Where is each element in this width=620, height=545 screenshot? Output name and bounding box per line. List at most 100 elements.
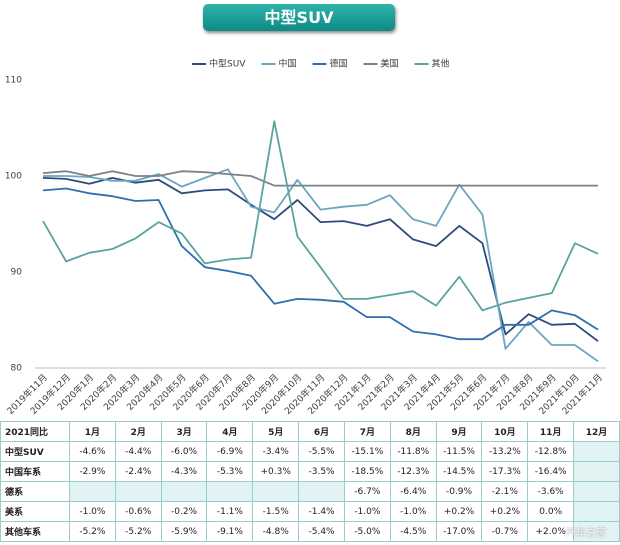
table-header-cell: 11月 bbox=[527, 421, 575, 442]
y-tick-label: 90 bbox=[11, 268, 23, 278]
table-header-cell: 2021同比 bbox=[0, 421, 70, 442]
table-cell: -3.4% bbox=[252, 441, 300, 462]
table-header-cell: 9月 bbox=[435, 421, 483, 442]
table-cell bbox=[206, 481, 254, 502]
table-cell: -14.5% bbox=[435, 461, 483, 482]
y-tick-label: 100 bbox=[5, 172, 22, 182]
series-line bbox=[42, 120, 599, 312]
table-cell: 德系 bbox=[0, 481, 70, 502]
table-cell: 中型SUV bbox=[0, 441, 70, 462]
table-cell: -5.9% bbox=[160, 521, 208, 542]
table-header-cell: 6月 bbox=[298, 421, 345, 442]
table-row: 2021同比 1月 2月 3月 4月 5月 6月 7月 8月 9月 10月 11月 12月 bbox=[0, 421, 620, 442]
table-cell: -11.8% bbox=[389, 441, 437, 462]
series-line bbox=[42, 177, 599, 342]
table-cell bbox=[573, 441, 620, 462]
table-cell: -1.4% bbox=[298, 501, 345, 522]
table-cell: -3.6% bbox=[527, 481, 575, 502]
table-cell: -1.0% bbox=[389, 501, 437, 522]
table-cell: -5.3% bbox=[206, 461, 254, 482]
table-cell bbox=[160, 481, 208, 502]
chart: 80901001102019年11月2019年12月2020年1月2020年2月… bbox=[4, 58, 606, 417]
table-cell bbox=[573, 501, 620, 522]
table-header-cell: 5月 bbox=[252, 421, 300, 442]
table-header-cell: 12月 bbox=[573, 421, 620, 442]
table-cell: -5.2% bbox=[114, 521, 162, 542]
table-cell bbox=[573, 481, 620, 502]
table-cell: -6.7% bbox=[343, 481, 391, 502]
table-cell: -2.1% bbox=[481, 481, 529, 502]
table-cell: -3.5% bbox=[298, 461, 345, 482]
table-cell: -16.4% bbox=[527, 461, 575, 482]
table-cell: 0.0% bbox=[527, 501, 575, 522]
watermark: 汽车之家 bbox=[566, 528, 606, 539]
table-cell: -2.9% bbox=[69, 461, 116, 482]
table-row: 其他车系 -5.2% -5.2% -5.9% -9.1% -4.8% -5.4% -5.0% -… bbox=[0, 521, 620, 542]
table-header-cell: 2月 bbox=[114, 421, 162, 442]
table-cell: -6.0% bbox=[160, 441, 208, 462]
y-tick-label: 80 bbox=[11, 364, 23, 374]
table-cell: -17.0% bbox=[435, 521, 483, 542]
table-cell: 美系 bbox=[0, 501, 70, 522]
series-line bbox=[42, 170, 598, 187]
table-cell bbox=[573, 521, 620, 542]
table-cell: -5.5% bbox=[298, 441, 345, 462]
table-cell: -15.1% bbox=[343, 441, 391, 462]
table-header-cell: 4月 bbox=[206, 421, 254, 442]
table-cell: -4.4% bbox=[114, 441, 162, 462]
x-tick-label: 2019年11月 bbox=[4, 371, 50, 417]
table-row: 美系 -1.0% -0.6% -0.2% -1.1% -1.5% -1.4% -1.0% -1.… bbox=[0, 501, 620, 522]
table-cell: -1.5% bbox=[252, 501, 300, 522]
table-cell: 中国车系 bbox=[0, 461, 70, 482]
table-cell: -9.1% bbox=[206, 521, 254, 542]
table-row: 中型SUV -4.6% -4.4% -6.0% -6.9% -3.4% -5.5% -15.1… bbox=[0, 441, 620, 462]
table-cell: -12.8% bbox=[527, 441, 575, 462]
table-cell: -4.5% bbox=[389, 521, 437, 542]
legend-label: 中国 bbox=[278, 58, 296, 70]
table-cell: -2.4% bbox=[114, 461, 162, 482]
table-header-cell: 1月 bbox=[69, 421, 116, 442]
table-cell: -5.2% bbox=[69, 521, 116, 542]
series-line bbox=[43, 168, 599, 363]
table-cell: -11.5% bbox=[435, 441, 483, 462]
table-cell: -1.0% bbox=[343, 501, 391, 522]
table-cell bbox=[298, 481, 345, 502]
table-cell: -6.9% bbox=[206, 441, 254, 462]
legend-label: 其他 bbox=[432, 58, 450, 70]
table-cell bbox=[69, 481, 116, 502]
table-row: 中国车系 -2.9% -2.4% -4.3% -5.3% +0.3% -3.5% -18.5%… bbox=[0, 461, 620, 482]
chart-title: 中型SUV bbox=[203, 4, 395, 31]
table-cell: +0.3% bbox=[252, 461, 300, 482]
table-cell: +0.2% bbox=[481, 501, 529, 522]
table-row: 德系 -6.7% -6.4% -0.9% -2.1% -3.6% bbox=[0, 481, 620, 502]
table-header-cell: 3月 bbox=[160, 421, 208, 442]
table-cell: -0.6% bbox=[114, 501, 162, 522]
table-cell bbox=[252, 481, 300, 502]
series-line bbox=[42, 187, 599, 341]
table-cell: +0.2% bbox=[435, 501, 483, 522]
table-header-cell: 8月 bbox=[389, 421, 437, 442]
table-cell: +2.0% bbox=[527, 521, 575, 542]
table-cell bbox=[114, 481, 162, 502]
table-cell: -18.5% bbox=[343, 461, 391, 482]
table-cell: -13.2% bbox=[481, 441, 529, 462]
legend-label: 德国 bbox=[329, 58, 347, 70]
table-cell bbox=[573, 461, 620, 482]
table-cell: -0.2% bbox=[160, 501, 208, 522]
legend-label: 美国 bbox=[381, 58, 399, 70]
y-tick-label: 110 bbox=[5, 76, 22, 86]
table-cell: -5.4% bbox=[298, 521, 345, 542]
table-cell: 其他车系 bbox=[0, 521, 70, 542]
yoy-table: 2021同比 1月 2月 3月 4月 5月 6月 7月 8月 9月 10月 11月 12月 中型SUV -4… bbox=[0, 421, 620, 542]
table-cell: -0.9% bbox=[435, 481, 483, 502]
table-header-cell: 10月 bbox=[481, 421, 529, 442]
legend-label: 中型SUV bbox=[209, 58, 246, 70]
table-cell: -4.8% bbox=[252, 521, 300, 542]
table-cell: -4.3% bbox=[160, 461, 208, 482]
table-header-cell: 7月 bbox=[343, 421, 391, 442]
table-cell: -1.0% bbox=[69, 501, 116, 522]
table-cell: -0.7% bbox=[481, 521, 529, 542]
table-cell: -12.3% bbox=[389, 461, 437, 482]
table-cell: -6.4% bbox=[389, 481, 437, 502]
